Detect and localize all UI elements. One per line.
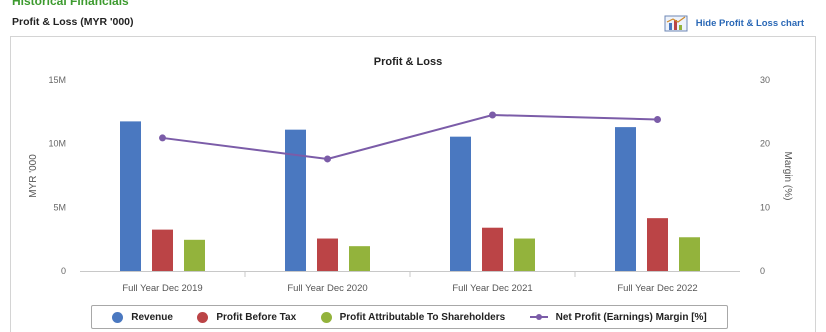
profit-attributable-bar: [679, 237, 700, 271]
legend-label: Revenue: [131, 311, 173, 323]
section-heading: Historical Financials: [12, 0, 129, 8]
y2-axis-label: Margin (%): [782, 152, 793, 201]
y-tick-label: 0: [61, 266, 66, 276]
x-tick-label: Full Year Dec 2020: [287, 283, 367, 294]
x-tick-label: Full Year Dec 2021: [452, 283, 532, 294]
bar-chart-icon: [664, 15, 688, 32]
net-margin-point: [489, 111, 496, 119]
net-margin-point: [324, 155, 331, 163]
profit-before-tax-bar: [482, 227, 503, 271]
chart-legend: Revenue Profit Before Tax Profit Attribu…: [91, 305, 728, 329]
profit-before-tax-bar: [647, 218, 668, 271]
y2-tick-label: 20: [760, 139, 770, 149]
y-tick-label: 15M: [48, 75, 66, 85]
profit-attributable-bar: [514, 238, 535, 271]
legend-item-revenue[interactable]: Revenue: [112, 311, 173, 323]
profit-attributable-bar: [184, 239, 205, 271]
net-margin-line: [162, 114, 658, 160]
profit-attributable-swatch: [320, 311, 332, 323]
profit-before-tax-swatch: [197, 311, 209, 323]
legend-item-profit-attributable[interactable]: Profit Attributable To Shareholders: [320, 311, 506, 323]
net-margin-swatch: [529, 312, 548, 322]
net-margin-point: [654, 115, 661, 123]
y2-tick-label: 0: [760, 266, 765, 276]
hide-chart-link[interactable]: Hide Profit & Loss chart: [664, 14, 804, 32]
profit-attributable-bar: [349, 246, 370, 271]
y-tick-label: 10M: [48, 139, 66, 149]
net-margin-point: [159, 134, 166, 142]
legend-item-net-margin[interactable]: Net Profit (Earnings) Margin [%]: [529, 311, 707, 323]
y-tick-label: 5M: [53, 202, 66, 212]
chart-container: [10, 36, 816, 332]
revenue-bar: [450, 136, 471, 271]
profit-before-tax-bar: [317, 238, 338, 271]
profit-before-tax-bar: [152, 229, 173, 271]
hide-chart-label: Hide Profit & Loss chart: [695, 17, 804, 29]
x-tick-label: Full Year Dec 2022: [617, 283, 697, 294]
chart-title: Profit & Loss: [374, 56, 442, 68]
legend-label: Net Profit (Earnings) Margin [%]: [555, 311, 707, 323]
x-tick-label: Full Year Dec 2019: [122, 283, 202, 294]
revenue-swatch: [112, 311, 124, 323]
revenue-bar: [615, 127, 636, 271]
y2-tick-label: 10: [760, 202, 770, 212]
legend-label: Profit Attributable To Shareholders: [339, 311, 506, 323]
legend-label: Profit Before Tax: [216, 311, 297, 323]
revenue-bar: [285, 129, 306, 271]
y-axis-label: MYR '000: [28, 154, 39, 198]
page-title: Profit & Loss (MYR '000): [12, 16, 134, 28]
y2-tick-label: 30: [760, 75, 770, 85]
legend-item-profit-before-tax[interactable]: Profit Before Tax: [197, 311, 297, 323]
revenue-bar: [120, 121, 141, 271]
